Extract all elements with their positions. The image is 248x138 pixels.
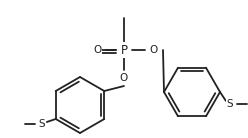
Text: P: P — [121, 43, 127, 56]
Text: P: P — [121, 43, 127, 56]
Text: O: O — [93, 45, 101, 55]
Text: O: O — [150, 45, 158, 55]
Text: O: O — [120, 73, 128, 83]
Text: S: S — [38, 119, 45, 129]
Text: S: S — [227, 99, 233, 109]
